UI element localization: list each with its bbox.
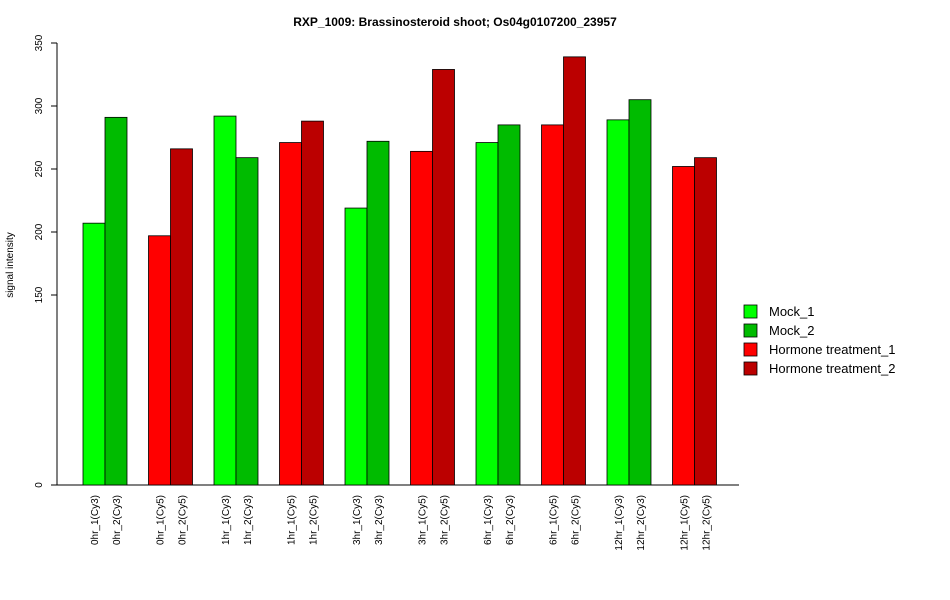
bar [82,222,106,486]
x-tick-label: 3hr_2(Cy3) [374,495,385,545]
bar [606,119,630,486]
legend: Mock_1 Mock_2 Hormone treatment_1 Hormone t… [743,304,895,376]
y-tick-label: 350 [34,34,45,51]
bar [628,99,652,486]
x-tick-label: 3hr_2(Cy5) [440,495,451,545]
y-tick-label: 150 [34,286,45,303]
y-tick-label: 200 [34,223,45,240]
legend-swatch [743,323,758,338]
x-tick-label: 1hr_2(Cy3) [243,495,254,545]
y-tick-label: 0 [34,482,45,488]
x-tick-label: 6hr_1(Cy3) [483,495,494,545]
legend-swatch [743,304,758,319]
y-axis-label: signal intensity [5,232,16,298]
bar [213,115,237,486]
x-tick-label: 0hr_1(Cy5) [156,495,167,545]
bar [432,69,455,486]
bar [475,142,499,486]
y-axis: 0 150 200 250 300 350 [34,34,58,488]
bar [541,124,564,486]
x-tick-label: 1hr_1(Cy3) [221,495,232,545]
x-tick-label: 3hr_1(Cy5) [418,495,429,545]
x-tick-label: 12hr_1(Cy5) [680,495,691,551]
bar-group [82,56,717,486]
x-tick-label: 12hr_1(Cy3) [614,495,625,551]
bar [235,157,259,486]
x-tick-label: 0hr_1(Cy3) [90,495,101,545]
x-tick-label: 3hr_1(Cy3) [352,495,363,545]
bar [104,116,128,486]
x-tick-label: 1hr_1(Cy5) [287,495,298,545]
x-tick-label: 6hr_2(Cy3) [505,495,516,545]
x-tick-label: 6hr_2(Cy5) [571,495,582,545]
x-tick-label: 0hr_2(Cy5) [178,495,189,545]
x-tick-label: 12hr_2(Cy3) [636,495,647,551]
bar [170,148,193,486]
bar [672,166,695,486]
legend-label: Hormone treatment_1 [769,342,895,357]
x-tick-label: 1hr_2(Cy5) [309,495,320,545]
x-tick-label: 12hr_2(Cy5) [702,495,713,551]
legend-label: Hormone treatment_2 [769,361,895,376]
legend-label: Mock_1 [769,304,815,319]
x-tick-label: 6hr_1(Cy5) [549,495,560,545]
bar [694,157,717,486]
bar [344,207,368,486]
bar [497,124,521,486]
legend-swatch [743,342,758,357]
y-tick-label: 250 [34,160,45,177]
bar [563,56,586,486]
bar [301,120,324,486]
bar [148,235,171,486]
chart-title: RXP_1009: Brassinosteroid shoot; Os04g01… [293,15,617,29]
legend-swatch [743,361,758,376]
bar [410,150,433,486]
bar [279,142,302,486]
legend-label: Mock_2 [769,323,815,338]
y-tick-label: 300 [34,97,45,114]
x-tick-labels: 0hr_1(Cy3) 0hr_2(Cy3) 0hr_1(Cy5) 0hr_2(Cy5)… [90,495,713,551]
bar [366,140,390,486]
x-tick-label: 0hr_2(Cy3) [112,495,123,545]
